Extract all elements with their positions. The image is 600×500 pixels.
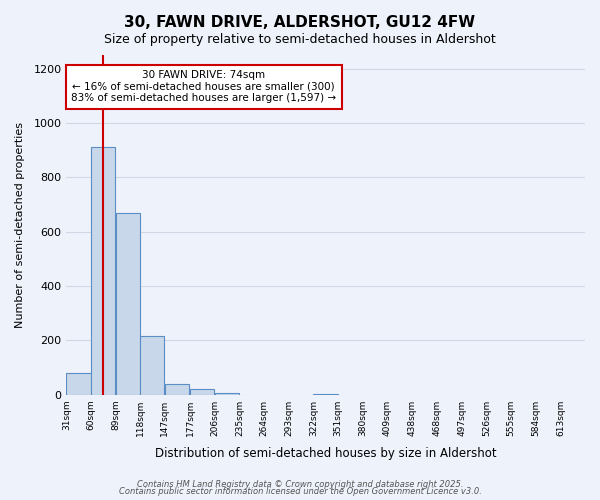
Bar (165, 384, 189, 394)
Y-axis label: Number of semi-detached properties: Number of semi-detached properties (15, 122, 25, 328)
Bar (91, 148, 115, 394)
Bar (190, 389, 214, 394)
Text: Contains public sector information licensed under the Open Government Licence v3: Contains public sector information licen… (119, 488, 481, 496)
Bar (116, 212, 140, 394)
Text: 30 FAWN DRIVE: 74sqm
← 16% of semi-detached houses are smaller (300)
83% of semi: 30 FAWN DRIVE: 74sqm ← 16% of semi-detac… (71, 70, 337, 104)
Text: 30, FAWN DRIVE, ALDERSHOT, GU12 4FW: 30, FAWN DRIVE, ALDERSHOT, GU12 4FW (124, 15, 476, 30)
Text: Size of property relative to semi-detached houses in Aldershot: Size of property relative to semi-detach… (104, 32, 496, 46)
Text: Contains HM Land Registry data © Crown copyright and database right 2025.: Contains HM Land Registry data © Crown c… (137, 480, 463, 489)
X-axis label: Distribution of semi-detached houses by size in Aldershot: Distribution of semi-detached houses by … (155, 447, 496, 460)
Bar (67, 373, 91, 394)
Bar (140, 336, 164, 394)
